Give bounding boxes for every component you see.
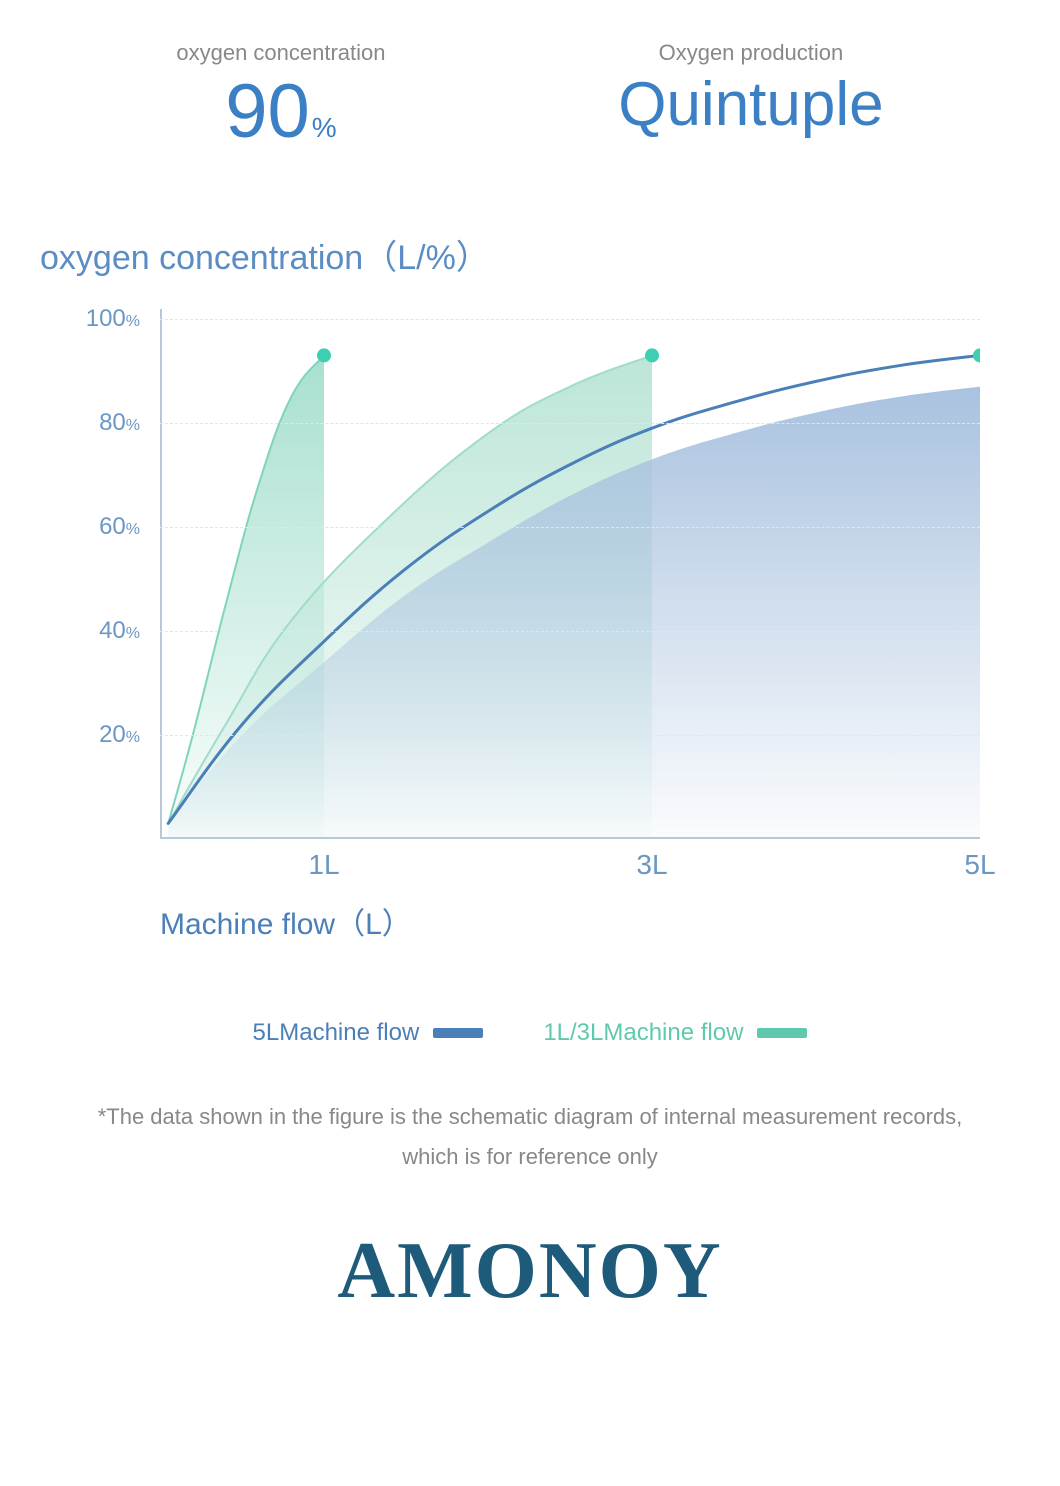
y-tick: 20% xyxy=(99,721,140,749)
grid-line xyxy=(160,735,980,736)
legend-swatch xyxy=(433,1028,483,1038)
legend-label: 5LMachine flow xyxy=(253,1019,420,1047)
y-axis-labels: 100%80%60%40%20% xyxy=(60,319,140,839)
x-tick: 5L xyxy=(964,849,995,881)
y-tick: 80% xyxy=(99,409,140,437)
stat-concentration: oxygen concentration 90 % xyxy=(176,40,385,150)
stat-production-value: Quintuple xyxy=(618,74,883,136)
legend-item: 5LMachine flow xyxy=(253,1019,484,1047)
grid-line xyxy=(160,527,980,528)
chart-title: oxygen concentration（L/%） xyxy=(0,170,1060,279)
series-marker-3L xyxy=(645,348,659,362)
footnote: *The data shown in the figure is the sch… xyxy=(80,1097,980,1176)
stat-concentration-unit: % xyxy=(312,112,337,144)
x-tick: 3L xyxy=(636,849,667,881)
stat-production: Oxygen production Quintuple xyxy=(618,40,883,150)
plot-area xyxy=(160,319,980,839)
chart-wrap: 100%80%60%40%20% 1L3L5L Machine flow（L） xyxy=(40,319,1020,979)
brand-logo: AMONOY xyxy=(0,1226,1060,1317)
x-tick: 1L xyxy=(308,849,339,881)
stat-concentration-value-wrap: 90 % xyxy=(176,74,385,150)
y-axis-line xyxy=(160,309,162,839)
stat-production-value-wrap: Quintuple xyxy=(618,74,883,136)
legend-item: 1L/3LMachine flow xyxy=(543,1019,807,1047)
series-marker-5L xyxy=(973,348,980,362)
grid-line xyxy=(160,423,980,424)
x-axis-title: Machine flow（L） xyxy=(160,899,1020,943)
stat-concentration-value: 90 xyxy=(225,74,310,150)
legend: 5LMachine flow 1L/3LMachine flow xyxy=(0,1019,1060,1047)
stat-production-label: Oxygen production xyxy=(618,40,883,66)
y-tick: 100% xyxy=(86,305,140,333)
grid-line xyxy=(160,631,980,632)
stat-concentration-label: oxygen concentration xyxy=(176,40,385,66)
plot-svg xyxy=(160,319,980,839)
legend-swatch xyxy=(757,1028,807,1038)
grid-line xyxy=(160,319,980,320)
legend-label: 1L/3LMachine flow xyxy=(543,1019,743,1047)
x-axis-line xyxy=(160,837,980,839)
y-tick: 60% xyxy=(99,513,140,541)
top-stats: oxygen concentration 90 % Oxygen product… xyxy=(0,0,1060,170)
series-marker-1L xyxy=(317,348,331,362)
y-tick: 40% xyxy=(99,617,140,645)
